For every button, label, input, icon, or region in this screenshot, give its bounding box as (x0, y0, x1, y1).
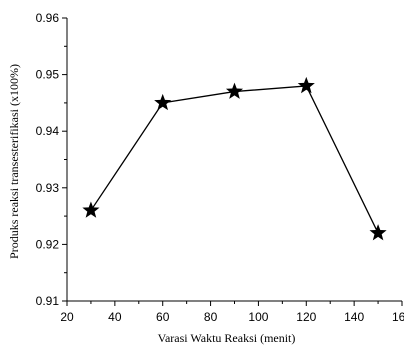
data-point-star (297, 76, 315, 94)
x-tick-label: 80 (204, 310, 218, 324)
y-axis-ticks: 0.91 0.92 0.93 0.94 0.95 0.96 (36, 11, 67, 308)
x-tick-label: 100 (248, 310, 268, 324)
series-line (90, 85, 379, 234)
y-tick-label: 0.96 (36, 11, 60, 25)
y-tick-label: 0.95 (36, 68, 60, 82)
data-point-star (225, 82, 244, 99)
x-tick-label: 120 (296, 310, 316, 324)
x-tick-label: 20 (60, 310, 74, 324)
x-axis-ticks: 20 40 60 80 100 120 140 160 (60, 301, 404, 324)
data-point-star (154, 93, 172, 111)
y-tick-label: 0.93 (36, 181, 60, 195)
data-point-star (82, 201, 100, 218)
y-tick-label: 0.92 (36, 237, 60, 251)
x-tick-label: 140 (344, 310, 364, 324)
y-tick-label: 0.94 (36, 124, 60, 138)
y-tick-label: 0.91 (36, 294, 60, 308)
series-group (82, 76, 387, 241)
x-axis-title: Varasi Waktu Reaksi (menit) (158, 331, 296, 345)
x-tick-label: 40 (108, 310, 122, 324)
y-axis-title: Produks reaksi transesterifikasi (x100%) (7, 64, 21, 259)
x-tick-label: 60 (156, 310, 170, 324)
x-tick-label: 160 (392, 310, 404, 324)
data-point-star (369, 224, 387, 241)
